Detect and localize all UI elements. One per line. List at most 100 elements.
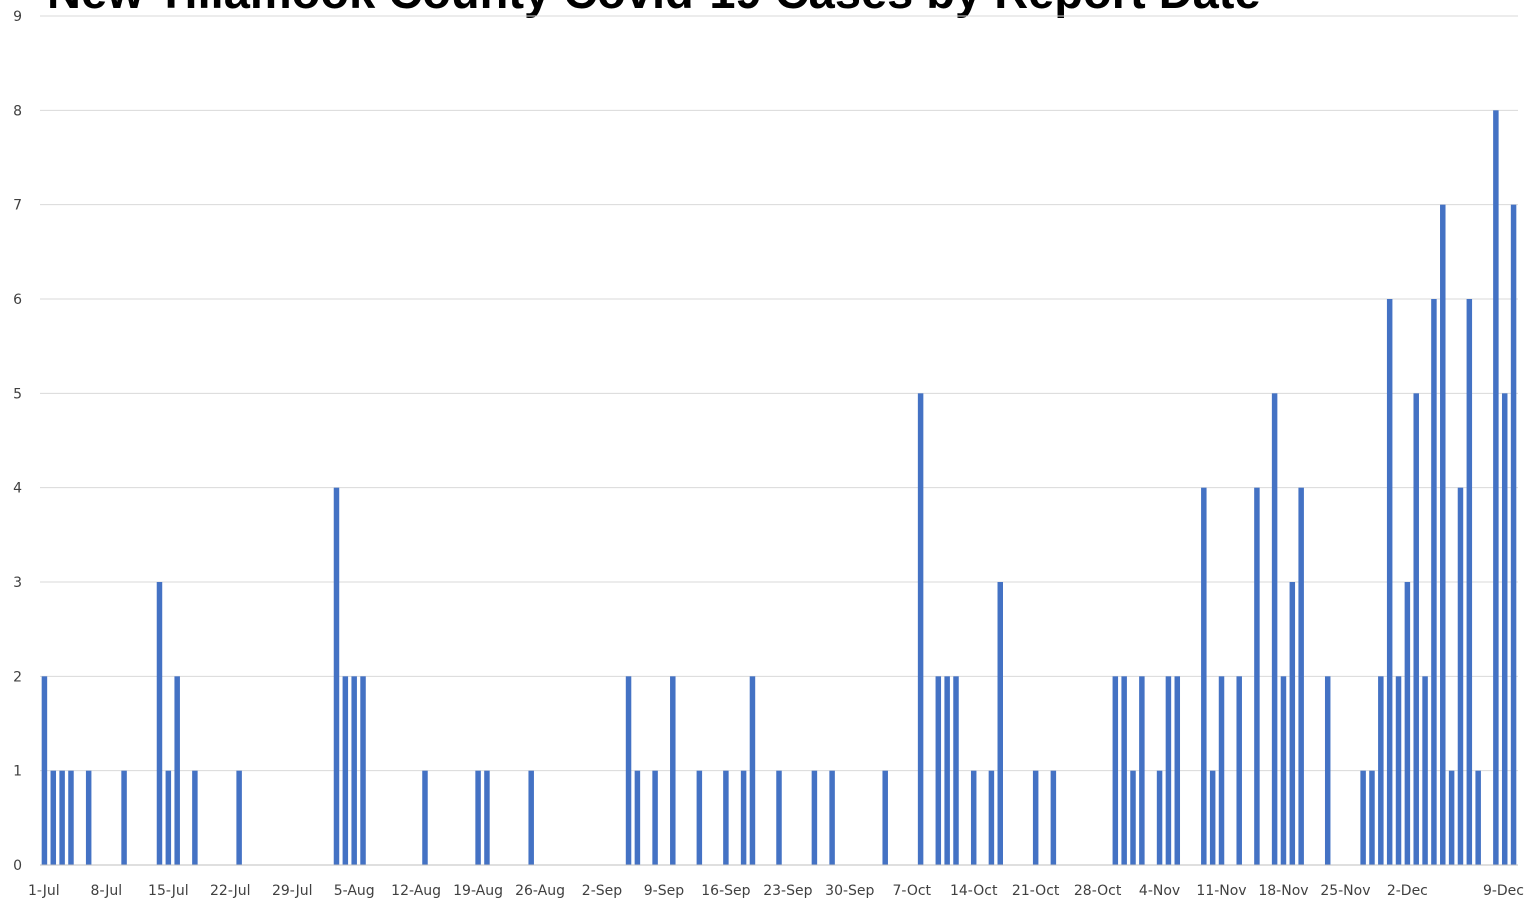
bar [528,770,534,865]
bar [625,676,632,865]
bar [670,676,676,865]
bar [1165,676,1172,865]
bar [333,487,340,865]
x-tick-label: 30-Sep [825,883,874,899]
x-tick-label: 1-Jul [28,883,60,899]
bar [1386,299,1393,865]
x-tick-label: 14-Oct [950,883,998,899]
bar [988,770,995,865]
bar [1448,770,1455,865]
y-tick-label: 8 [13,103,22,119]
bar [192,770,198,865]
bar [121,770,127,865]
bar [1201,487,1207,865]
bar [1440,204,1446,866]
x-tick-label: 2-Sep [582,883,622,899]
bar [634,770,641,865]
bar [360,676,366,865]
y-tick-label: 7 [13,198,22,214]
bar [1422,676,1428,865]
bar [351,676,357,865]
bar [917,393,924,865]
bar [1112,676,1119,865]
x-tick-label: 25-Nov [1320,883,1370,899]
bar [1324,676,1331,865]
bar [1130,770,1136,865]
y-tick-label: 0 [13,858,22,874]
bar [1218,676,1225,865]
bar [1298,487,1304,865]
y-tick-label: 2 [13,669,22,685]
bar [475,770,481,865]
x-tick-label: 4-Nov [1139,883,1180,899]
bar [740,770,747,865]
bar [1369,770,1375,865]
bar [944,676,950,865]
y-tick-label: 6 [13,292,22,308]
y-tick-label: 5 [13,386,22,402]
x-tick-label: 8-Jul [91,883,123,899]
bar [1395,676,1402,865]
bar [935,676,942,865]
bar [1174,676,1181,865]
x-tick-label: 9-Sep [644,883,684,899]
bar [829,770,835,865]
y-tick-label: 4 [13,481,22,497]
y-axis: 0 1 2 3 4 5 6 7 8 9 [13,9,22,874]
bar [1280,676,1287,865]
y-tick-label: 1 [13,764,22,780]
y-tick-label: 3 [13,575,22,591]
x-axis: 1-Jul 8-Jul 15-Jul 22-Jul 29-Jul 5-Aug 12-Aug 1… [28,883,1524,899]
y-tick-label: 9 [13,9,22,25]
bar [342,676,349,865]
x-tick-label: 11-Nov [1196,883,1246,899]
bar [953,676,959,865]
x-tick-label: 21-Oct [1012,883,1060,899]
x-tick-label: 26-Aug [515,883,565,899]
x-tick-label: 28-Oct [1074,883,1122,899]
bar [1457,487,1464,865]
bar [1050,770,1057,865]
bars [41,110,1517,866]
bar [1413,393,1419,865]
x-tick-label: 16-Sep [701,883,750,899]
bar [1360,770,1366,865]
bar [1289,582,1296,865]
bar [174,676,180,865]
bar [749,676,756,865]
bar [882,770,888,865]
bar [1501,393,1508,865]
bar [997,582,1003,865]
bar [970,770,977,865]
x-tick-label: 18-Nov [1258,883,1308,899]
bar [1510,204,1517,866]
bar [59,770,65,865]
x-tick-label: 22-Jul [210,883,251,899]
bar [1139,676,1145,865]
x-tick-label: 19-Aug [453,883,503,899]
bar [484,770,490,865]
bar [1254,487,1260,865]
bar [1156,770,1163,865]
x-tick-label: 12-Aug [391,883,441,899]
bar [1466,299,1473,865]
bar [1032,770,1039,865]
bar [422,770,428,865]
bar [1404,582,1411,865]
bar [811,770,818,865]
x-tick-label: 29-Jul [272,883,313,899]
x-tick-label: 2-Dec [1387,883,1428,899]
x-tick-label: 5-Aug [334,883,375,899]
bar [1378,676,1384,865]
x-tick-label: 9-Dec [1483,883,1524,899]
x-tick-label: 15-Jul [148,883,189,899]
x-tick-label: 23-Sep [763,883,812,899]
bar [85,770,92,865]
bar [41,676,48,865]
bar [776,770,782,865]
bar [68,770,74,865]
bar [723,770,729,865]
bar [50,770,57,865]
bar [652,770,658,865]
